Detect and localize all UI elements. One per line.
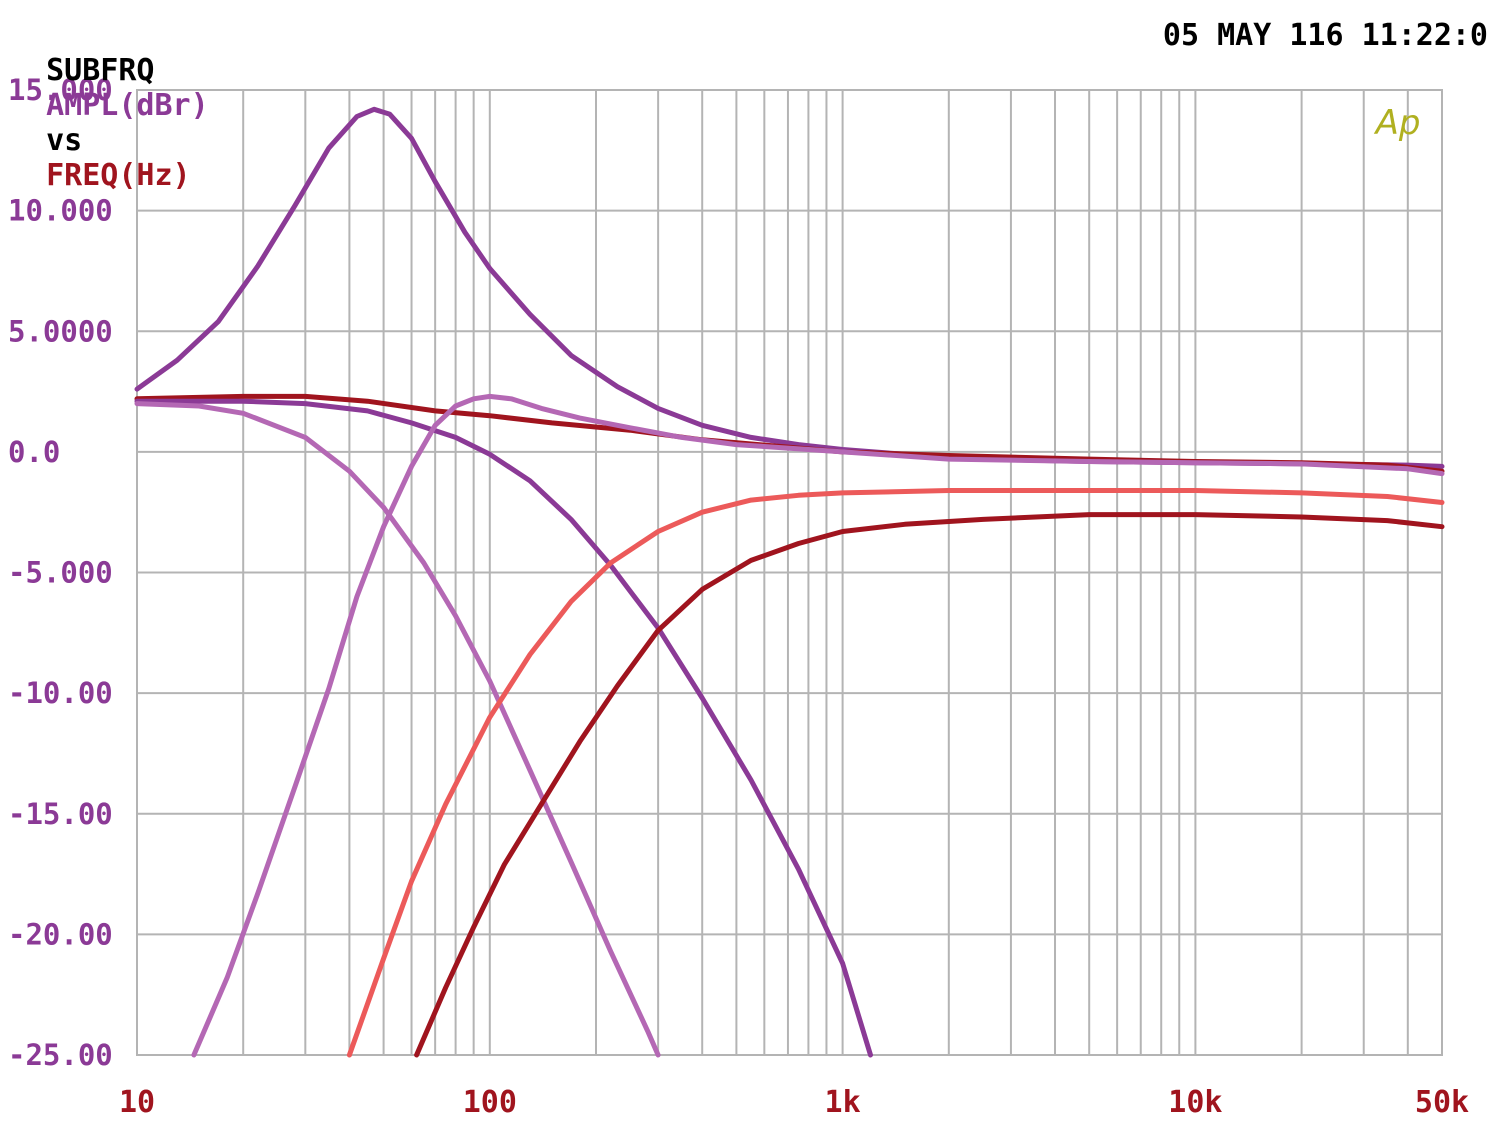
y-tick-label: -5.000 (8, 556, 113, 590)
y-tick-label: -25.00 (8, 1038, 113, 1072)
series-line-1 (134, 106, 1445, 469)
series-layer (134, 106, 1445, 1058)
x-tick-label: 1k (825, 1085, 861, 1120)
x-tick-label: 10 (119, 1085, 155, 1120)
grid (136, 89, 1443, 1056)
y-axis-label: AMPL(dBr) (46, 88, 209, 123)
plot-frame (136, 89, 1443, 1056)
y-tick-label: -15.00 (8, 797, 113, 831)
timestamp: 05 MAY 116 11:22:0 (1162, 18, 1488, 53)
series-line-6 (346, 488, 1445, 1058)
y-tick-label: -10.00 (8, 676, 113, 710)
ap-logo: Ap (1374, 103, 1421, 143)
header-vs: vs (46, 123, 83, 158)
x-tick-label: 10k (1168, 1085, 1222, 1120)
series-line-7 (414, 512, 1445, 1058)
y-tick-label: 15.000 (8, 73, 113, 107)
x-tick-labels: 10 100 1k 10k 50k (119, 1085, 1469, 1120)
y-tick-labels: 15.000 10.000 5.0000 0.0 -5.000 -10.00 -15.00 -… (8, 73, 113, 1072)
y-tick-label: 5.0000 (8, 314, 113, 348)
y-tick-label: 0.0 (8, 435, 60, 469)
series-line-4 (134, 401, 661, 1058)
series-line-3 (134, 398, 873, 1058)
chart-header: SUBFRQ AMPL(dBr) vs FREQ(Hz) (10, 18, 209, 193)
x-tick-label: 100 (463, 1085, 517, 1120)
x-tick-label: 50k (1415, 1085, 1469, 1120)
header-prefix: SUBFRQ (46, 53, 155, 88)
y-tick-label: 10.000 (8, 194, 113, 228)
y-tick-label: -20.00 (8, 917, 113, 951)
series-line-5 (191, 393, 1445, 1058)
x-axis-label: FREQ(Hz) (46, 158, 191, 193)
